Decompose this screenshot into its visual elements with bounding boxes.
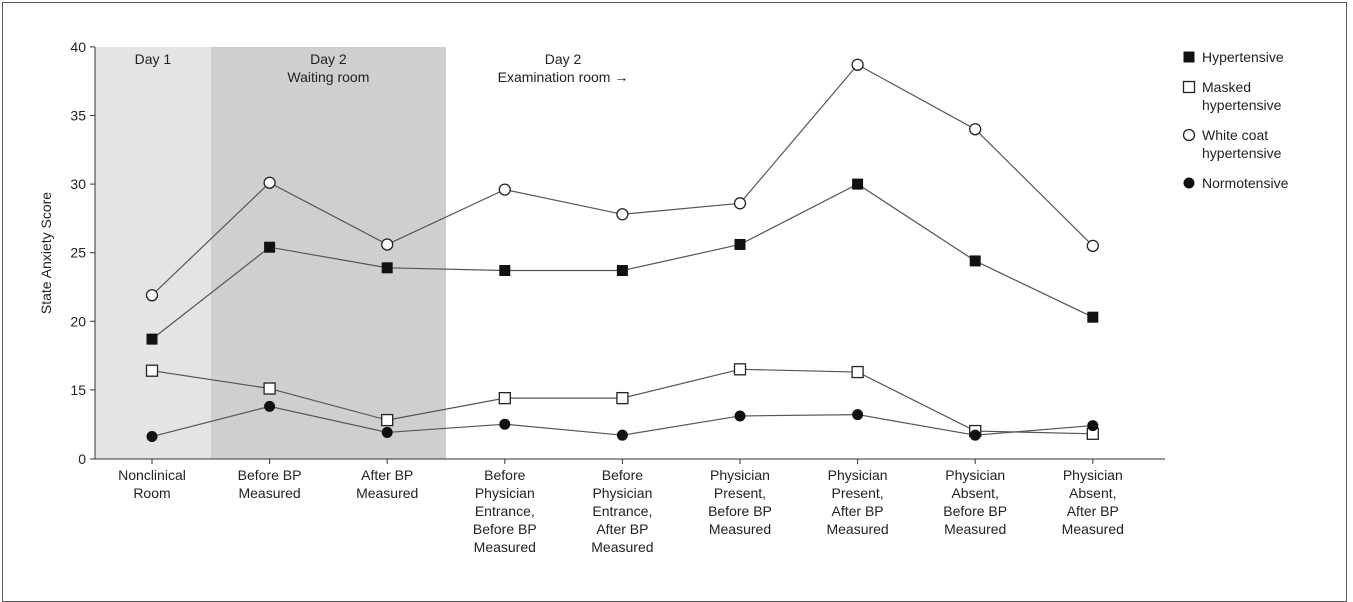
- axes: 0 15 20 25 30 35 40 State Anxiety Score Nonclini…: [38, 39, 1165, 555]
- data-point: [264, 400, 276, 412]
- data-point: [498, 183, 511, 196]
- y-tick-label: 25: [70, 245, 86, 261]
- legend: Hypertensive Masked hypertensive White coat…: [1182, 49, 1289, 191]
- region-band: [95, 47, 211, 459]
- x-tick-label: Absent,: [1069, 485, 1116, 501]
- data-point: [263, 382, 276, 395]
- x-tick-label: After BP: [1067, 503, 1119, 519]
- region-label: Day 2: [310, 51, 347, 67]
- x-tick-label: After BP: [596, 521, 648, 537]
- x-tick-label: Entrance,: [592, 503, 652, 519]
- x-tick-label: Physician: [828, 467, 888, 483]
- x-tick-label: Nonclinical: [118, 467, 186, 483]
- region-band: [210, 47, 446, 459]
- series-markers: [145, 58, 1099, 443]
- legend-marker: [1183, 177, 1195, 189]
- data-point: [969, 255, 981, 267]
- legend-label: hypertensive: [1202, 145, 1282, 161]
- x-tick-label: Measured: [591, 539, 653, 555]
- region-label: Day 2: [545, 51, 582, 67]
- x-tick-label: Present,: [714, 485, 766, 501]
- x-tick-label: Physician: [475, 485, 535, 501]
- data-point: [616, 391, 629, 405]
- data-point: [733, 197, 747, 210]
- legend-label: Normotensive: [1202, 175, 1289, 191]
- y-tick-label: 0: [78, 451, 86, 467]
- data-point: [146, 333, 158, 345]
- data-point: [145, 289, 159, 302]
- y-tick-label: 35: [70, 108, 86, 124]
- data-point: [733, 363, 747, 376]
- x-tick-label: Measured: [826, 521, 888, 537]
- data-point: [499, 265, 511, 277]
- data-point: [969, 429, 981, 441]
- x-tick-label: Present,: [832, 485, 884, 501]
- x-tick-label: Physician: [592, 485, 652, 501]
- x-tick-label: Measured: [709, 521, 771, 537]
- region-label: Examination room →: [498, 69, 629, 85]
- legend-marker: [1182, 80, 1196, 94]
- data-point: [852, 409, 864, 421]
- x-tick-label: Physician: [1063, 467, 1123, 483]
- x-tick-label: Measured: [356, 485, 418, 501]
- region-label: Waiting room: [287, 69, 369, 85]
- x-tick-label: Physician: [945, 467, 1005, 483]
- data-point: [852, 178, 864, 190]
- legend-label: Masked: [1202, 79, 1251, 95]
- x-tick-label: Before: [602, 467, 643, 483]
- data-point: [499, 418, 511, 430]
- x-tick-label: Measured: [474, 539, 536, 555]
- x-tick-label: Measured: [944, 521, 1006, 537]
- x-tick-label: After BP: [832, 503, 884, 519]
- x-tick-label: Before BP: [473, 521, 537, 537]
- data-point: [264, 241, 276, 253]
- x-tick-label: Before BP: [238, 467, 302, 483]
- legend-label: White coat: [1202, 127, 1268, 143]
- data-point: [616, 265, 628, 277]
- x-tick-label: Room: [133, 485, 170, 501]
- data-point: [969, 123, 982, 136]
- data-point: [381, 413, 394, 427]
- legend-marker: [1183, 51, 1195, 63]
- data-point: [263, 176, 276, 189]
- data-point: [145, 364, 159, 377]
- y-tick-label: 40: [70, 39, 86, 55]
- legend-label: hypertensive: [1202, 97, 1282, 113]
- data-point: [851, 365, 864, 379]
- data-point: [381, 426, 393, 438]
- data-point: [616, 429, 628, 441]
- y-tick-label: 15: [70, 382, 86, 398]
- legend-label: Hypertensive: [1202, 49, 1284, 65]
- legend-marker: [1182, 128, 1196, 142]
- x-tick-label: Absent,: [951, 485, 998, 501]
- data-point: [498, 391, 511, 405]
- x-tick-label: After BP: [361, 467, 413, 483]
- data-point: [1087, 420, 1099, 432]
- day-regions: Day 1 Day 2 Waiting room Day 2 Examination r…: [95, 47, 628, 459]
- data-point: [734, 410, 746, 422]
- data-point: [734, 238, 746, 250]
- y-tick-label: 20: [70, 313, 86, 329]
- data-point: [146, 431, 158, 443]
- region-label: Day 1: [135, 51, 172, 67]
- data-point: [1086, 239, 1099, 252]
- y-axis-label: State Anxiety Score: [38, 192, 54, 314]
- data-point: [851, 58, 864, 71]
- data-point: [616, 208, 629, 221]
- data-point: [1087, 311, 1099, 323]
- x-tick-label: Before BP: [708, 503, 772, 519]
- x-tick-label: Measured: [1062, 521, 1124, 537]
- x-tick-label: Before BP: [943, 503, 1007, 519]
- x-tick-label: Measured: [238, 485, 300, 501]
- y-tick-label: 30: [70, 176, 86, 192]
- x-tick-label: Physician: [710, 467, 770, 483]
- data-point: [381, 238, 394, 251]
- data-point: [381, 262, 393, 274]
- x-tick-label: Entrance,: [475, 503, 535, 519]
- x-tick-label: Before: [484, 467, 525, 483]
